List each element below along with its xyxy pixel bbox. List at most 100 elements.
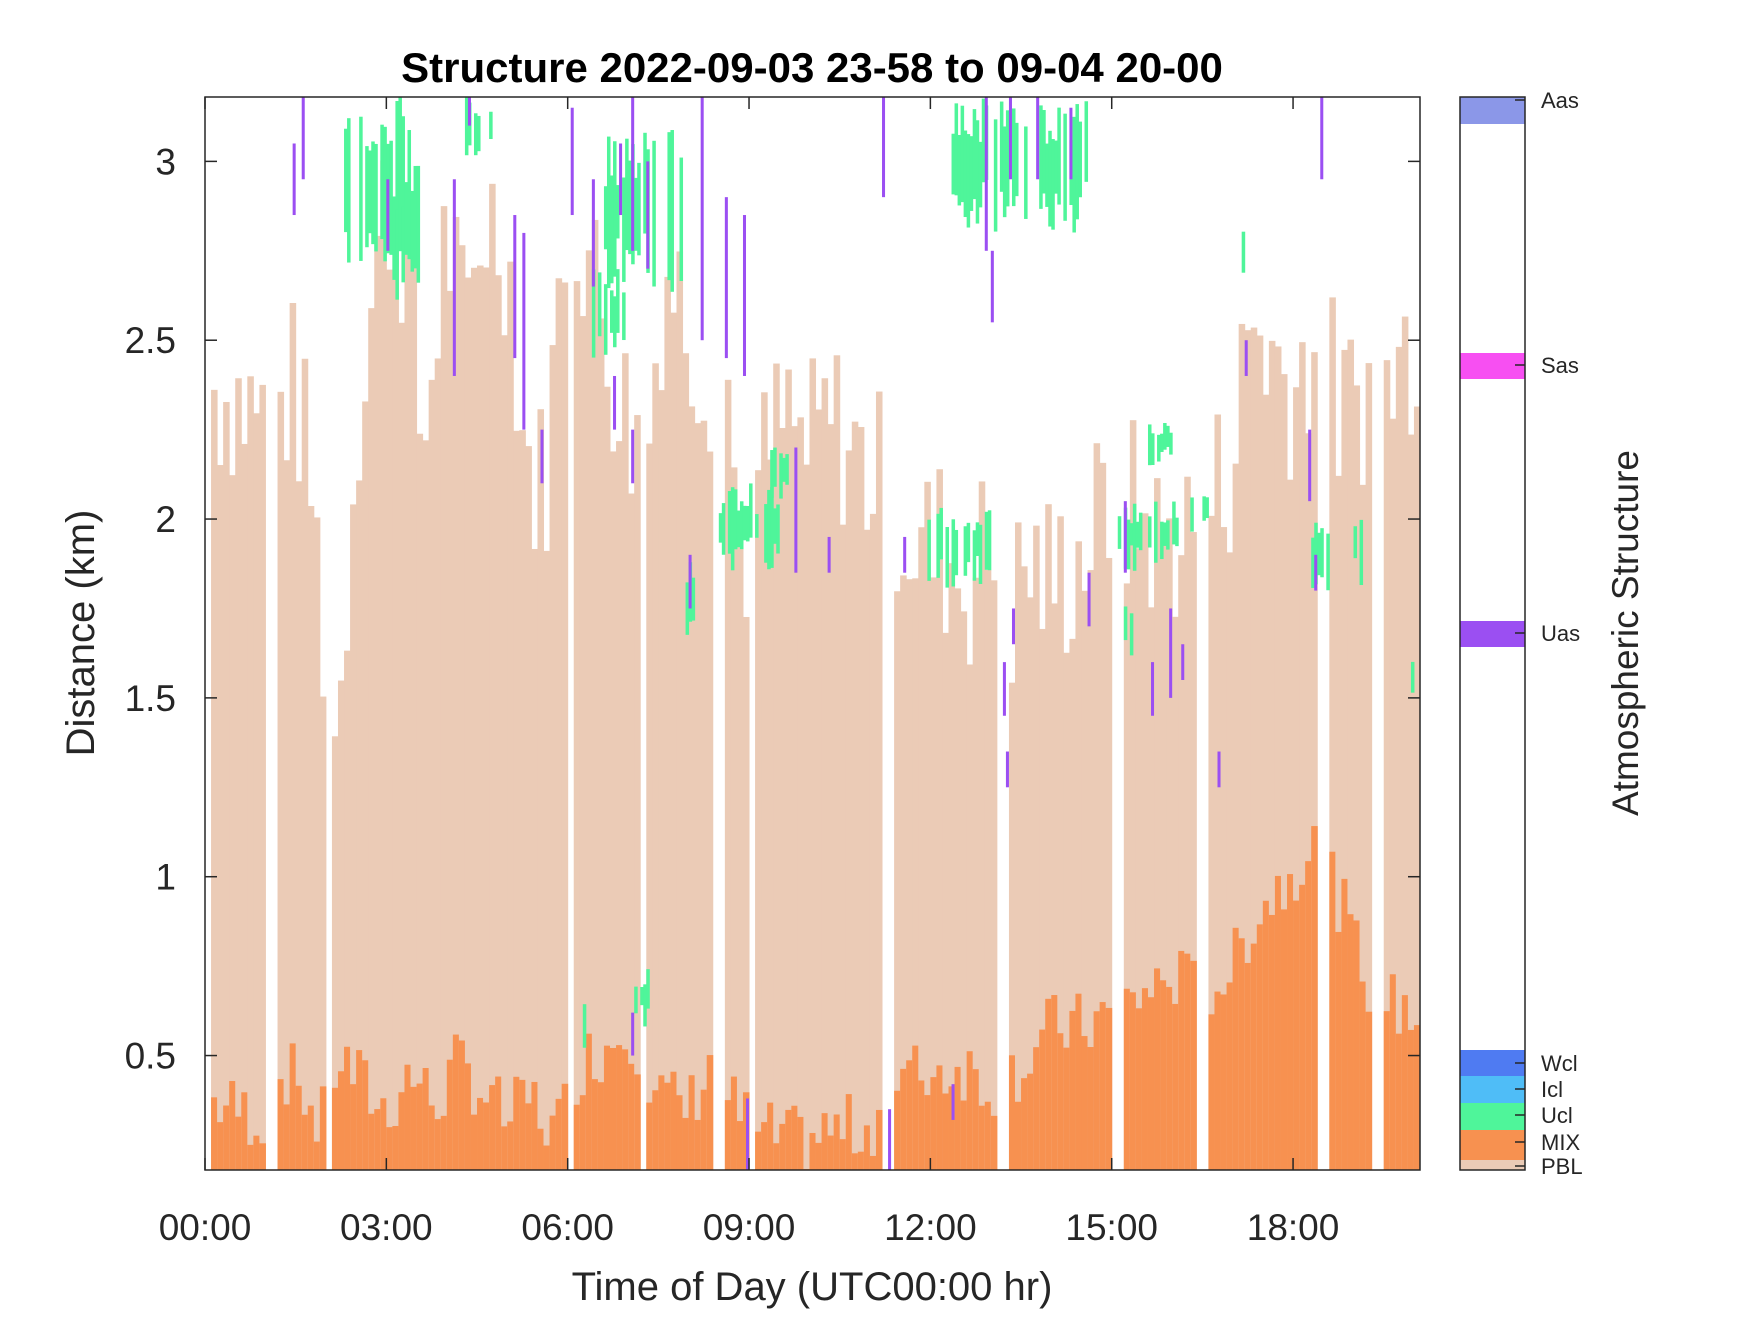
pbl-column: [1220, 527, 1228, 1170]
plot-frame: [204, 96, 1421, 1171]
mix-column: [350, 1084, 357, 1170]
cloud-cell: [1169, 432, 1173, 455]
cloud-cell: [344, 128, 348, 233]
pbl-column: [918, 527, 925, 1170]
cloud-cell: [951, 519, 956, 587]
cloud-cell: [764, 504, 768, 563]
mix-column: [489, 1085, 496, 1170]
pbl-column: [1190, 532, 1197, 1170]
cloud-cell: [721, 503, 726, 555]
cloud-cell: [1166, 520, 1170, 550]
cloud-cell: [966, 522, 971, 563]
pbl-column: [380, 160, 387, 1170]
mix-column: [1184, 953, 1191, 1170]
mix-column: [773, 1143, 780, 1170]
pbl-column: [676, 251, 684, 1170]
cloud-cell: [1147, 424, 1152, 466]
pbl-column: [1172, 616, 1179, 1170]
pbl-column: [452, 216, 460, 1170]
mix-column: [585, 1033, 593, 1170]
mix-column: [658, 1075, 665, 1170]
cloud-cell: [785, 454, 789, 485]
mix-column: [1359, 981, 1367, 1170]
pbl-column: [1027, 597, 1034, 1170]
mix-column: [247, 1144, 254, 1170]
cloud-cell: [1135, 521, 1140, 548]
cloud-cell: [736, 510, 741, 548]
cloud-cell: [1075, 104, 1079, 220]
pbl-column: [259, 384, 266, 1170]
mix-column: [561, 1083, 569, 1170]
pbl-column: [277, 391, 285, 1170]
mix-column: [368, 1113, 375, 1170]
cloud-cell: [730, 487, 735, 571]
mix-column: [1365, 1011, 1373, 1170]
uas-segment: [1087, 572, 1091, 627]
pbl-column: [779, 428, 786, 1170]
pbl-column: [477, 265, 484, 1170]
mix-column: [839, 1139, 847, 1170]
cloud-cell: [603, 284, 608, 355]
cloud-cell: [685, 582, 690, 635]
mix-column: [875, 1109, 883, 1170]
pbl-column: [1238, 323, 1246, 1170]
pbl-column: [851, 421, 859, 1170]
mix-column: [1099, 1002, 1107, 1170]
mix-column: [1178, 950, 1185, 1170]
mix-column: [1250, 943, 1258, 1170]
mix-column: [235, 1116, 242, 1170]
cloud-cell: [606, 136, 611, 289]
cloud-cell: [742, 505, 747, 541]
mix-column: [337, 1071, 345, 1170]
cloud-cell: [770, 450, 774, 498]
mix-column: [622, 1049, 629, 1170]
pbl-column: [464, 277, 472, 1170]
cloud-cell: [416, 165, 421, 283]
cloud-cell: [1410, 661, 1415, 693]
cloud-cell: [643, 132, 647, 234]
mix-column: [259, 1143, 266, 1170]
mix-column: [730, 1076, 738, 1170]
pbl-column: [362, 401, 369, 1170]
mix-column: [1093, 1011, 1101, 1170]
pbl-column: [803, 464, 810, 1170]
cloud-cell: [1138, 512, 1143, 551]
cloud-cell: [407, 169, 412, 260]
cloud-cell: [582, 1004, 587, 1048]
mix-column: [682, 1117, 690, 1170]
cloud-cell: [670, 130, 674, 292]
pbl-column: [356, 480, 363, 1170]
mix-column: [857, 1151, 865, 1170]
pbl-column: [1075, 541, 1082, 1170]
cloud-cell: [767, 489, 771, 570]
cloud-cell: [984, 511, 989, 570]
pbl-column: [827, 424, 835, 1170]
mix-column: [894, 1090, 901, 1170]
pbl-column: [1335, 475, 1342, 1170]
cloud-cell: [392, 196, 396, 280]
mix-column: [1280, 909, 1288, 1170]
cloud-cell: [927, 519, 931, 581]
pbl-column: [664, 276, 671, 1170]
uas-segment: [292, 143, 296, 216]
cloud-cell: [646, 969, 650, 1009]
cloud-cell: [999, 101, 1004, 192]
mix-column: [483, 1102, 490, 1170]
colorbar-swatch-pbl: [1460, 1160, 1525, 1170]
cloud-cell: [1163, 522, 1167, 546]
mix-column: [603, 1045, 611, 1170]
mix-column: [1033, 1047, 1040, 1170]
pbl-column: [344, 650, 351, 1170]
cloud-cell: [616, 269, 620, 333]
mix-column: [1413, 1025, 1420, 1170]
cloud-cell: [628, 160, 632, 255]
x-tick-label: 09:00: [703, 1207, 796, 1248]
pbl-column: [628, 493, 635, 1170]
mix-column: [223, 1105, 230, 1170]
mix-column: [1401, 995, 1409, 1170]
cloud-cell: [1202, 496, 1206, 521]
mix-column: [301, 1114, 309, 1170]
cloud-cell: [733, 489, 738, 550]
y-axis: 0.5 1 1.5 2 2.5 3: [125, 141, 1420, 1077]
pbl-column: [555, 278, 563, 1170]
